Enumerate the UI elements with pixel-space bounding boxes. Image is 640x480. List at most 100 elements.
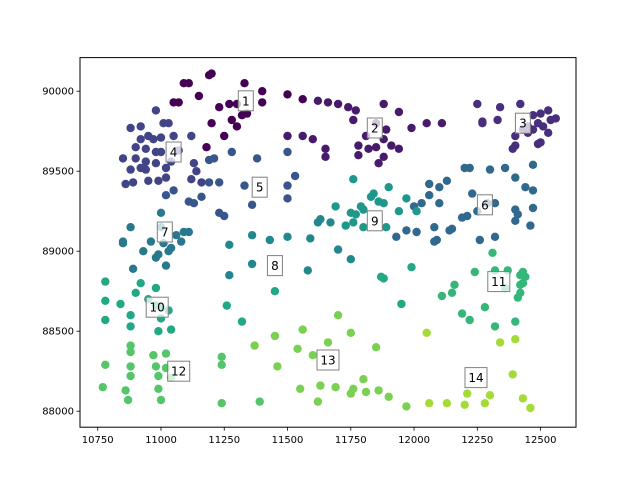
cluster-label-5: 5 xyxy=(251,176,268,198)
data-point xyxy=(149,135,158,144)
data-point xyxy=(126,362,135,371)
data-point xyxy=(156,133,166,142)
data-point xyxy=(225,271,234,280)
cluster-label-box xyxy=(316,349,340,371)
data-point xyxy=(402,226,411,235)
data-point xyxy=(149,351,158,360)
data-point xyxy=(255,397,264,406)
data-point xyxy=(478,119,487,128)
data-point xyxy=(141,157,150,166)
data-point xyxy=(298,95,307,104)
data-point xyxy=(323,338,333,347)
data-point xyxy=(161,349,171,358)
cluster-label-9: 9 xyxy=(366,210,383,232)
data-point xyxy=(533,139,543,149)
data-point xyxy=(321,144,330,153)
data-point xyxy=(349,115,358,125)
data-point xyxy=(412,227,421,237)
cluster-label-box xyxy=(145,296,169,318)
data-point xyxy=(273,362,282,371)
data-point xyxy=(402,194,411,203)
data-point xyxy=(521,272,530,281)
cluster-label-11: 11 xyxy=(487,271,511,293)
data-point xyxy=(154,371,163,381)
data-point xyxy=(361,387,371,397)
data-point xyxy=(131,288,140,297)
data-point xyxy=(126,341,135,350)
data-point xyxy=(475,235,484,245)
data-point xyxy=(323,98,333,107)
data-point xyxy=(151,253,161,262)
data-point xyxy=(250,341,259,350)
data-point xyxy=(528,203,538,213)
data-point xyxy=(412,207,421,216)
data-point xyxy=(141,144,150,153)
data-point xyxy=(98,383,108,392)
data-point xyxy=(445,226,454,235)
cluster-label-3: 3 xyxy=(514,112,531,134)
data-point xyxy=(303,266,312,275)
data-point xyxy=(526,221,535,230)
data-point xyxy=(128,178,138,187)
data-point xyxy=(480,303,490,312)
data-point xyxy=(172,231,181,240)
data-point xyxy=(126,371,135,381)
x-axis: 10750 11000 11250 11500 11750 12000 12250 12500 xyxy=(82,427,556,446)
cluster-label-12: 12 xyxy=(167,360,191,382)
data-point xyxy=(480,399,490,408)
data-point xyxy=(144,176,153,185)
data-point xyxy=(258,98,267,107)
data-point xyxy=(220,131,229,141)
data-point xyxy=(131,154,140,163)
data-point xyxy=(126,311,135,320)
data-point xyxy=(374,386,383,395)
cluster-label-text: 13 xyxy=(320,354,335,368)
data-point xyxy=(207,69,216,78)
data-point xyxy=(204,178,214,187)
data-point xyxy=(346,328,355,337)
y-tick-label: 88000 xyxy=(42,407,74,418)
plot-frame xyxy=(79,57,577,428)
data-point xyxy=(442,176,452,185)
data-point xyxy=(136,122,145,131)
data-point xyxy=(435,183,444,192)
data-point xyxy=(432,235,441,245)
data-point xyxy=(270,287,280,296)
data-point xyxy=(308,135,317,144)
data-point xyxy=(379,274,388,283)
data-point xyxy=(465,315,474,325)
data-point xyxy=(156,395,166,405)
cluster-label-box xyxy=(167,360,191,382)
data-point xyxy=(202,143,211,152)
cluster-label-box xyxy=(487,271,511,293)
data-point xyxy=(485,391,495,400)
data-point xyxy=(126,322,135,331)
data-point xyxy=(169,186,178,195)
x-tick-label: 11750 xyxy=(335,435,367,446)
data-point xyxy=(511,335,520,344)
data-point xyxy=(220,211,229,221)
data-point xyxy=(359,375,368,384)
data-point xyxy=(490,322,500,331)
data-point xyxy=(422,328,431,337)
data-point xyxy=(359,223,368,232)
data-point xyxy=(126,347,135,357)
data-point xyxy=(161,191,171,200)
data-point xyxy=(184,227,193,237)
data-point xyxy=(270,331,280,341)
data-point xyxy=(116,299,125,309)
cluster-label-box xyxy=(156,221,173,243)
data-point xyxy=(139,247,148,256)
data-point xyxy=(265,235,274,245)
data-point xyxy=(217,399,226,408)
y-tick-label: 89000 xyxy=(42,247,74,258)
data-point xyxy=(397,299,406,309)
data-point xyxy=(240,181,249,190)
data-point xyxy=(217,360,226,369)
data-point xyxy=(511,141,520,150)
data-point xyxy=(283,194,292,203)
cluster-label-box xyxy=(251,176,268,198)
data-point xyxy=(197,178,206,187)
data-point xyxy=(101,277,110,286)
